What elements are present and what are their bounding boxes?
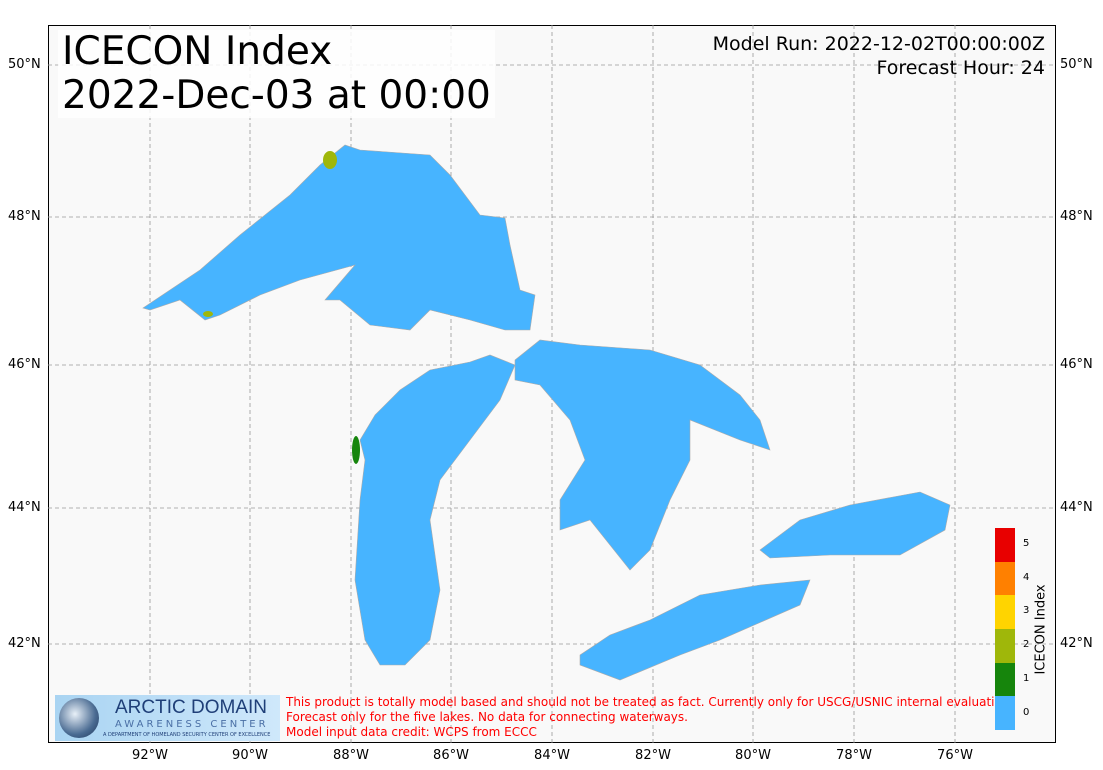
- lat-label-right: 50°N: [1060, 57, 1093, 72]
- colorbar-label: ICECON Index: [1033, 584, 1049, 675]
- lon-label: 76°W: [937, 748, 973, 763]
- colorbar-segment-0: [995, 696, 1015, 731]
- lat-label-left: 44°N: [8, 500, 41, 515]
- lon-label: 80°W: [735, 748, 771, 763]
- disclaimer: This product is totally model based and …: [286, 695, 1013, 740]
- colorbar-segment-4: [995, 561, 1015, 596]
- lon-label: 86°W: [433, 748, 469, 763]
- title-line-2: 2022-Dec-03 at 00:00: [62, 73, 491, 118]
- colorbar-segment-3: [995, 595, 1015, 630]
- colorbar: [995, 528, 1015, 731]
- title-line-1: ICECON Index: [62, 29, 333, 74]
- arctic-domain-logo: ARCTIC DOMAIN AWARENESS CENTER A DEPARTM…: [55, 695, 280, 741]
- lake-erie: [579, 579, 811, 681]
- lake-superior: [142, 144, 536, 331]
- lake-michigan: [354, 354, 516, 666]
- ice-patches: [203, 151, 360, 464]
- lon-label: 90°W: [232, 748, 268, 763]
- logo-tag: A DEPARTMENT OF HOMELAND SECURITY CENTER…: [103, 732, 271, 738]
- lat-label-right: 42°N: [1060, 636, 1093, 651]
- logo-sub: AWARENESS CENTER: [115, 719, 269, 730]
- lat-label-left: 48°N: [8, 209, 41, 224]
- colorbar-tick: 3: [1023, 605, 1030, 617]
- colorbar-tick: 2: [1023, 639, 1030, 651]
- disclaimer-line: This product is totally model based and …: [286, 695, 1014, 709]
- map-title: ICECON Index 2022-Dec-03 at 00:00: [58, 30, 495, 118]
- lon-label: 82°W: [635, 748, 671, 763]
- model-run: Model Run: 2022-12-02T00:00:00Z: [712, 33, 1045, 55]
- colorbar-tick: 5: [1023, 538, 1030, 549]
- run-info: Model Run: 2022-12-02T00:00:00Z Forecast …: [713, 32, 1045, 80]
- colorbar-tick: 0: [1023, 706, 1030, 718]
- colorbar-segment-5: [995, 528, 1015, 562]
- colorbar-tick: 1: [1023, 672, 1030, 684]
- lon-label: 78°W: [836, 748, 872, 763]
- disclaimer-line: Forecast only for the five lakes. No dat…: [286, 710, 688, 724]
- lon-label: 92°W: [132, 748, 168, 763]
- lon-label: 88°W: [333, 748, 369, 763]
- lon-label: 84°W: [534, 748, 570, 763]
- globe-icon: [59, 698, 99, 738]
- lat-label-right: 46°N: [1060, 357, 1093, 372]
- lat-label-left: 42°N: [8, 636, 41, 651]
- colorbar-tick: 4: [1023, 571, 1030, 583]
- logo-name: ARCTIC DOMAIN: [115, 697, 267, 718]
- lake-huron: [514, 339, 771, 571]
- colorbar-segment-2: [995, 629, 1015, 663]
- disclaimer-line: Model input data credit: WCPS from ECCC: [286, 725, 537, 739]
- lat-label-right: 48°N: [1060, 209, 1093, 224]
- colorbar-segment-1: [995, 662, 1015, 697]
- lat-label-left: 46°N: [8, 357, 41, 372]
- lat-label-right: 44°N: [1060, 500, 1093, 515]
- forecast-hour: Forecast Hour: 24: [876, 57, 1046, 79]
- lat-label-left: 50°N: [8, 57, 41, 72]
- lake-ontario: [759, 491, 951, 559]
